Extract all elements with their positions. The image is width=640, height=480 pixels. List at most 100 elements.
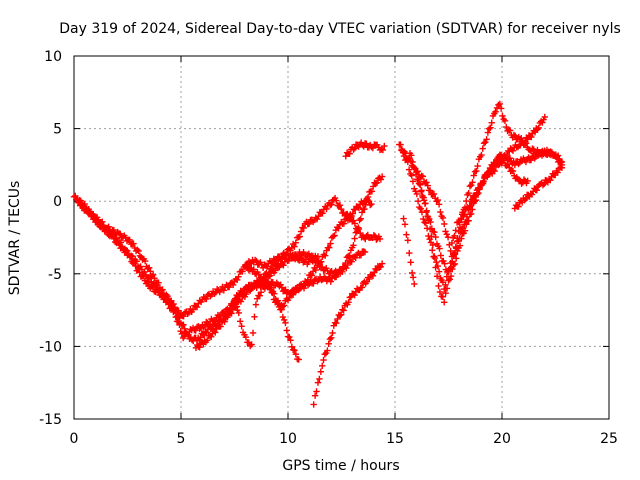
data-point [249,329,257,337]
data-point [370,231,378,239]
data-point [409,178,417,185]
data-point [478,151,485,159]
data-point [252,301,260,308]
data-point [83,205,91,213]
data-point [376,235,384,243]
data-point [316,375,323,383]
data-point [427,239,435,246]
data-point [193,303,201,311]
data-point [358,209,366,216]
data-point [437,252,444,259]
data-point [292,351,300,358]
data-point [443,231,450,238]
data-point [292,239,299,246]
x-tick-label: 25 [600,431,618,447]
data-point [357,251,365,259]
data-point [142,271,150,279]
data-point [448,239,456,247]
data-point [423,207,430,214]
data-point [225,283,233,291]
data-point [159,286,166,293]
data-point [130,240,137,247]
chart-title: Day 319 of 2024, Sidereal Day-to-day VTE… [59,21,621,37]
data-point [257,289,265,296]
data-point [321,252,329,259]
y-axis-label: SDTVAR / TECUs [7,181,23,296]
data-point [99,218,106,226]
data-point [251,256,259,264]
data-point [280,302,288,309]
data-point [145,264,153,271]
data-point [468,198,476,206]
data-point [355,224,362,231]
data-point [399,147,406,155]
data-point [308,272,316,279]
data-point [217,313,224,321]
data-point [421,219,428,226]
data-point [555,165,563,172]
data-point [511,161,519,169]
data-point [350,217,357,224]
data-point [110,226,118,234]
data-point [286,333,293,341]
data-point [78,201,85,208]
data-point [319,210,326,217]
data-point [225,311,232,318]
data-point [433,258,440,266]
axis-ticks: 0 5 10 15 20 25 -15 -10 -5 0 5 10 [39,49,618,447]
x-tick-label: 20 [493,431,511,447]
data-point [418,187,425,194]
data-point [304,276,311,283]
data-point [279,313,287,321]
data-point [422,200,429,207]
data-point [485,125,493,132]
data-point [483,136,490,143]
data-point [271,290,278,297]
data-point [328,334,335,341]
data-point [483,172,490,180]
data-point [345,299,352,306]
data-point [334,315,341,323]
data-point [134,246,141,253]
data-point [462,218,469,225]
data-point [310,401,317,408]
data-point [339,306,346,313]
data-point [331,232,338,239]
data-point [368,188,376,195]
data-point [168,297,175,304]
data-point [496,100,504,108]
data-point [459,225,467,232]
data-point [408,172,415,179]
data-point [413,190,421,198]
data-point [172,313,180,321]
data-point [479,145,486,152]
data-point [366,201,374,209]
data-point [212,317,219,325]
data-point [293,252,300,260]
data-point [176,321,183,329]
data-point [445,277,452,284]
data-point [297,228,305,235]
data-point [400,215,407,222]
data-point [449,258,456,265]
data-point [411,280,418,288]
grid [74,56,609,419]
data-point [300,224,307,232]
data-point [377,176,385,183]
data-point [310,280,317,287]
data-point [325,244,333,251]
data-point [253,257,260,265]
data-point [433,273,441,280]
data-point [408,269,416,277]
data-point [509,147,517,154]
data-point [522,195,530,202]
data-point [267,284,274,291]
data-point [344,217,352,224]
data-point [240,289,247,297]
plot-frame [73,55,610,420]
data-point [426,235,433,243]
data-point [447,247,454,255]
data-point [472,193,479,201]
data-point [420,215,427,223]
data-point [319,362,326,370]
